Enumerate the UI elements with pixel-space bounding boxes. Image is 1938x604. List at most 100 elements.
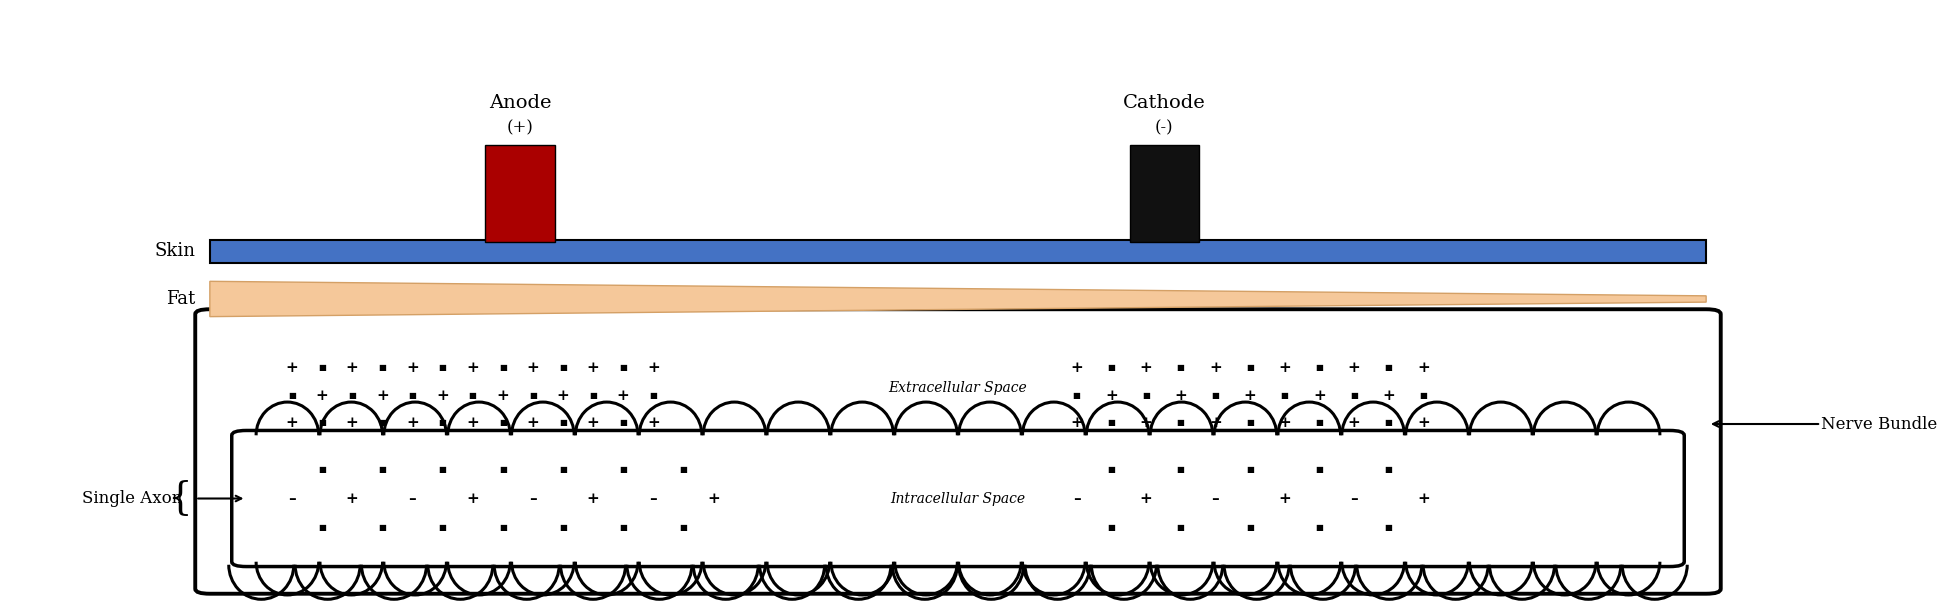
Text: +: + [1174,389,1186,403]
Text: –: – [409,492,417,506]
Text: +: + [376,389,390,403]
Text: +: + [436,389,450,403]
Text: –: – [1074,492,1081,506]
Text: ■: ■ [680,524,688,532]
Text: ■: ■ [1281,392,1289,400]
Text: +: + [1312,389,1326,403]
Bar [1130,145,1200,242]
Text: ■: ■ [1384,419,1393,428]
Text: –: – [529,492,537,506]
Text: ■: ■ [1107,364,1114,373]
Text: +: + [1070,416,1083,431]
Text: ■: ■ [378,364,386,373]
FancyBboxPatch shape [196,309,1721,594]
Text: +: + [616,389,630,403]
Text: Single Axon: Single Axon [81,490,182,507]
Text: +: + [345,361,359,376]
Text: ■: ■ [1246,419,1254,428]
Text: ■: ■ [438,364,446,373]
Text: ■: ■ [438,466,446,474]
Text: ■: ■ [498,466,506,474]
Text: (+): (+) [506,120,533,137]
Text: ■: ■ [1141,392,1149,400]
Text: ■: ■ [558,524,568,532]
Text: +: + [1140,361,1153,376]
Text: +: + [1140,416,1153,431]
Text: ■: ■ [438,419,446,428]
Text: ■: ■ [318,524,326,532]
Bar [484,145,554,242]
Text: +: + [1417,492,1430,506]
Text: ■: ■ [1384,466,1393,474]
Text: ■: ■ [620,524,628,532]
Text: ■: ■ [1246,364,1254,373]
Text: +: + [556,389,570,403]
Text: ■: ■ [1176,419,1184,428]
Text: +: + [1105,389,1118,403]
Text: +: + [527,361,539,376]
Text: ■: ■ [558,419,568,428]
Text: ■: ■ [1316,466,1324,474]
Text: ■: ■ [498,364,506,373]
Text: ■: ■ [289,392,297,400]
Text: ■: ■ [318,419,326,428]
Text: Skin: Skin [155,242,196,260]
Text: ■: ■ [1107,524,1114,532]
Text: ■: ■ [558,466,568,474]
Text: +: + [1279,492,1291,506]
Text: ■: ■ [1316,524,1324,532]
Text: ■: ■ [1316,419,1324,428]
Text: ■: ■ [620,364,628,373]
Text: ■: ■ [1384,364,1393,373]
Text: ■: ■ [1316,364,1324,373]
FancyBboxPatch shape [233,431,1684,567]
Text: ■: ■ [1176,524,1184,532]
Text: ■: ■ [1419,392,1426,400]
Text: ■: ■ [529,392,537,400]
Bar [209,240,1705,263]
Text: ■: ■ [318,466,326,474]
Text: –: – [289,492,297,506]
Text: +: + [407,416,419,431]
Text: (-): (-) [1155,120,1174,137]
Text: ■: ■ [378,466,386,474]
Text: +: + [285,361,298,376]
Text: ■: ■ [498,524,506,532]
Text: ■: ■ [349,392,357,400]
Text: +: + [345,492,359,506]
Text: +: + [1070,361,1083,376]
Text: –: – [1351,492,1359,506]
Text: +: + [1347,361,1360,376]
Text: ■: ■ [498,419,506,428]
Text: –: – [1211,492,1219,506]
Text: Extracellular Space: Extracellular Space [890,381,1027,395]
Text: Intracellular Space: Intracellular Space [890,492,1025,506]
Text: ■: ■ [1211,392,1219,400]
Text: ■: ■ [1176,364,1184,373]
Text: ■: ■ [318,364,326,373]
Text: +: + [587,361,599,376]
Text: ■: ■ [1176,466,1184,474]
Text: +: + [1279,361,1291,376]
Text: +: + [707,492,719,506]
Text: Fat: Fat [167,290,196,308]
Text: +: + [467,492,479,506]
Text: Cathode: Cathode [1122,94,1205,112]
Text: {: { [167,480,192,517]
Text: +: + [285,416,298,431]
Text: ■: ■ [1107,419,1114,428]
Text: –: – [649,492,657,506]
Text: ■: ■ [620,419,628,428]
Text: ■: ■ [1246,524,1254,532]
Text: ■: ■ [378,419,386,428]
Text: ■: ■ [1072,392,1081,400]
Text: ■: ■ [649,392,657,400]
Text: +: + [467,361,479,376]
Text: +: + [1417,416,1430,431]
Text: +: + [1209,416,1221,431]
Text: ■: ■ [1384,524,1393,532]
Text: ■: ■ [680,466,688,474]
Text: ■: ■ [1351,392,1359,400]
Text: ■: ■ [620,466,628,474]
Text: +: + [1347,416,1360,431]
